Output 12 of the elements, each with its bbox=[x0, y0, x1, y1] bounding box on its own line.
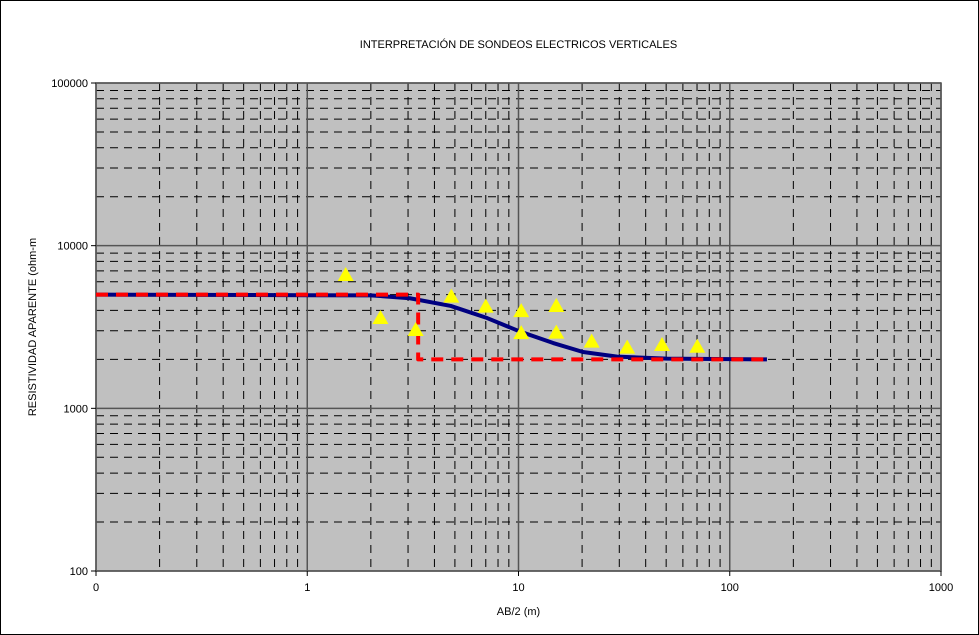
y-tick-label: 1000 bbox=[64, 403, 88, 416]
y-tick-label: 10000 bbox=[57, 240, 88, 253]
chart-title: INTERPRETACIÓN DE SONDEOS ELECTRICOS VERTICALES bbox=[360, 38, 678, 51]
x-tick-label: 0 bbox=[92, 582, 100, 594]
y-tick-label: 100 bbox=[70, 566, 88, 578]
x-tick-label: 1000 bbox=[928, 582, 954, 594]
x-axis-title: AB/2 (m) bbox=[496, 606, 540, 618]
y-tick-label: 100000 bbox=[51, 78, 88, 90]
x-tick-label: 100 bbox=[720, 582, 739, 594]
x-tick-label: 1 bbox=[304, 582, 310, 594]
y-axis-title: RESISTIVIDAD APARENTE (ohm-m bbox=[27, 238, 39, 416]
x-tick-label: 10 bbox=[512, 582, 525, 594]
